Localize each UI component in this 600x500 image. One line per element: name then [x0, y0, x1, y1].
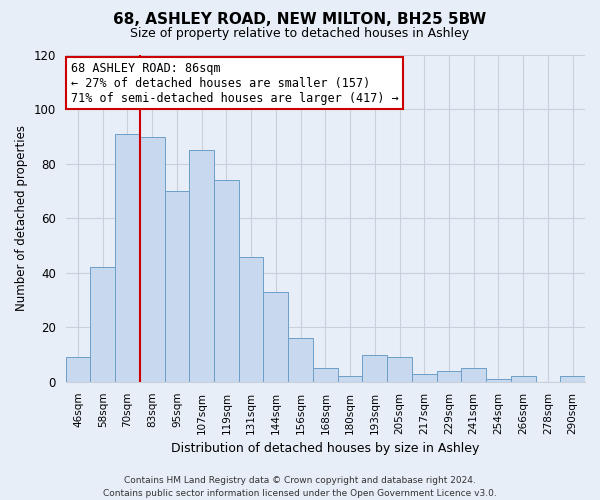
Bar [214, 180, 239, 382]
Bar [437, 371, 461, 382]
Bar [115, 134, 140, 382]
Bar [313, 368, 338, 382]
Bar [263, 292, 288, 382]
Bar [486, 379, 511, 382]
Bar [288, 338, 313, 382]
Bar [412, 374, 437, 382]
Bar [560, 376, 585, 382]
Bar [461, 368, 486, 382]
Y-axis label: Number of detached properties: Number of detached properties [15, 126, 28, 312]
X-axis label: Distribution of detached houses by size in Ashley: Distribution of detached houses by size … [171, 442, 479, 455]
Text: 68, ASHLEY ROAD, NEW MILTON, BH25 5BW: 68, ASHLEY ROAD, NEW MILTON, BH25 5BW [113, 12, 487, 28]
Bar [91, 268, 115, 382]
Bar [362, 354, 387, 382]
Text: Contains HM Land Registry data © Crown copyright and database right 2024.
Contai: Contains HM Land Registry data © Crown c… [103, 476, 497, 498]
Bar [65, 358, 91, 382]
Bar [338, 376, 362, 382]
Bar [140, 136, 164, 382]
Text: 68 ASHLEY ROAD: 86sqm
← 27% of detached houses are smaller (157)
71% of semi-det: 68 ASHLEY ROAD: 86sqm ← 27% of detached … [71, 62, 398, 104]
Bar [164, 191, 190, 382]
Bar [190, 150, 214, 382]
Bar [387, 358, 412, 382]
Bar [239, 256, 263, 382]
Text: Size of property relative to detached houses in Ashley: Size of property relative to detached ho… [130, 28, 470, 40]
Bar [511, 376, 536, 382]
